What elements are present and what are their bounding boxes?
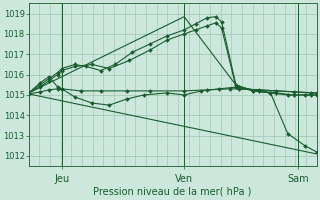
- X-axis label: Pression niveau de la mer( hPa ): Pression niveau de la mer( hPa ): [93, 187, 252, 197]
